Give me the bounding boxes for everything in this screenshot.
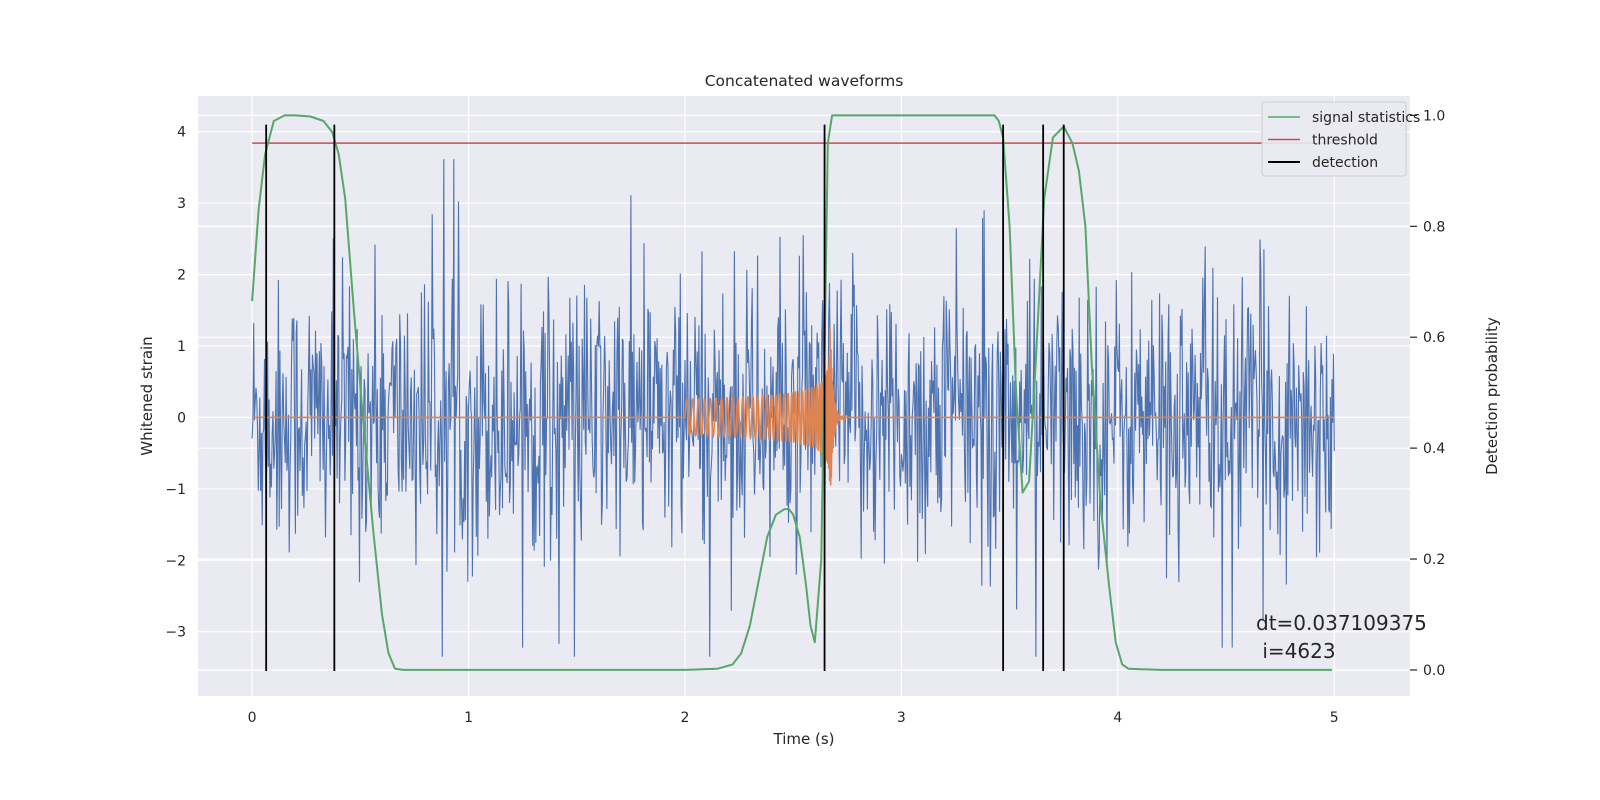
x-tick-label: 0 <box>248 710 257 726</box>
y2-tick-label: 0.6 <box>1423 330 1445 346</box>
x-tick-label: 2 <box>681 710 690 726</box>
y2-axis-ticks: 0.0 0.2 0.4 0.6 0.8 1.0 <box>1410 108 1445 679</box>
y-axis-label: Whitened strain <box>138 336 156 455</box>
y2-tick-label: 1.0 <box>1423 108 1445 124</box>
injection-series-line <box>252 327 1335 486</box>
annotation-dt: dt=0.037109375 <box>1256 611 1427 635</box>
signal-statistics-series-line <box>251 114 1333 671</box>
strain-series-line <box>251 159 1335 657</box>
annotation-index: i=4623 <box>1256 639 1336 663</box>
x-tick-label: 5 <box>1330 710 1339 726</box>
y-tick-label: −3 <box>165 625 186 641</box>
y-tick-label: −2 <box>165 553 186 569</box>
x-tick-label: 1 <box>464 710 473 726</box>
x-axis-label: Time (s) <box>773 730 835 748</box>
y-tick-label: 2 <box>177 268 186 284</box>
y2-tick-label: 0.2 <box>1423 552 1445 568</box>
y2-tick-label: 0.0 <box>1423 663 1445 679</box>
y-tick-label: −1 <box>165 482 186 498</box>
y-tick-label: 3 <box>177 196 186 212</box>
y-tick-label: 4 <box>177 125 186 141</box>
legend-label-threshold: threshold <box>1312 133 1378 149</box>
y2-tick-label: 0.4 <box>1423 441 1445 457</box>
legend-box <box>1261 101 1407 177</box>
x-axis-ticks: 0 1 2 3 4 5 <box>248 710 1339 726</box>
chart-title: Concatenated waveforms <box>705 72 904 90</box>
series-layer <box>251 114 1335 671</box>
x-tick-label: 4 <box>1113 710 1122 726</box>
x-tick-label: 3 <box>897 710 906 726</box>
y2-axis-label: Detection probability <box>1483 317 1501 475</box>
legend-label-detection: detection <box>1312 155 1378 171</box>
detection-lines <box>265 124 1065 671</box>
y-tick-label: 1 <box>177 339 186 355</box>
legend-label-signal-statistics: signal statistics <box>1312 110 1420 126</box>
y-tick-label: 0 <box>177 410 186 426</box>
legend: signal statistics threshold detection <box>1261 101 1420 177</box>
y2-tick-label: 0.8 <box>1423 219 1445 235</box>
y-axis-ticks: −3 −2 −1 0 1 2 3 4 <box>165 125 186 641</box>
